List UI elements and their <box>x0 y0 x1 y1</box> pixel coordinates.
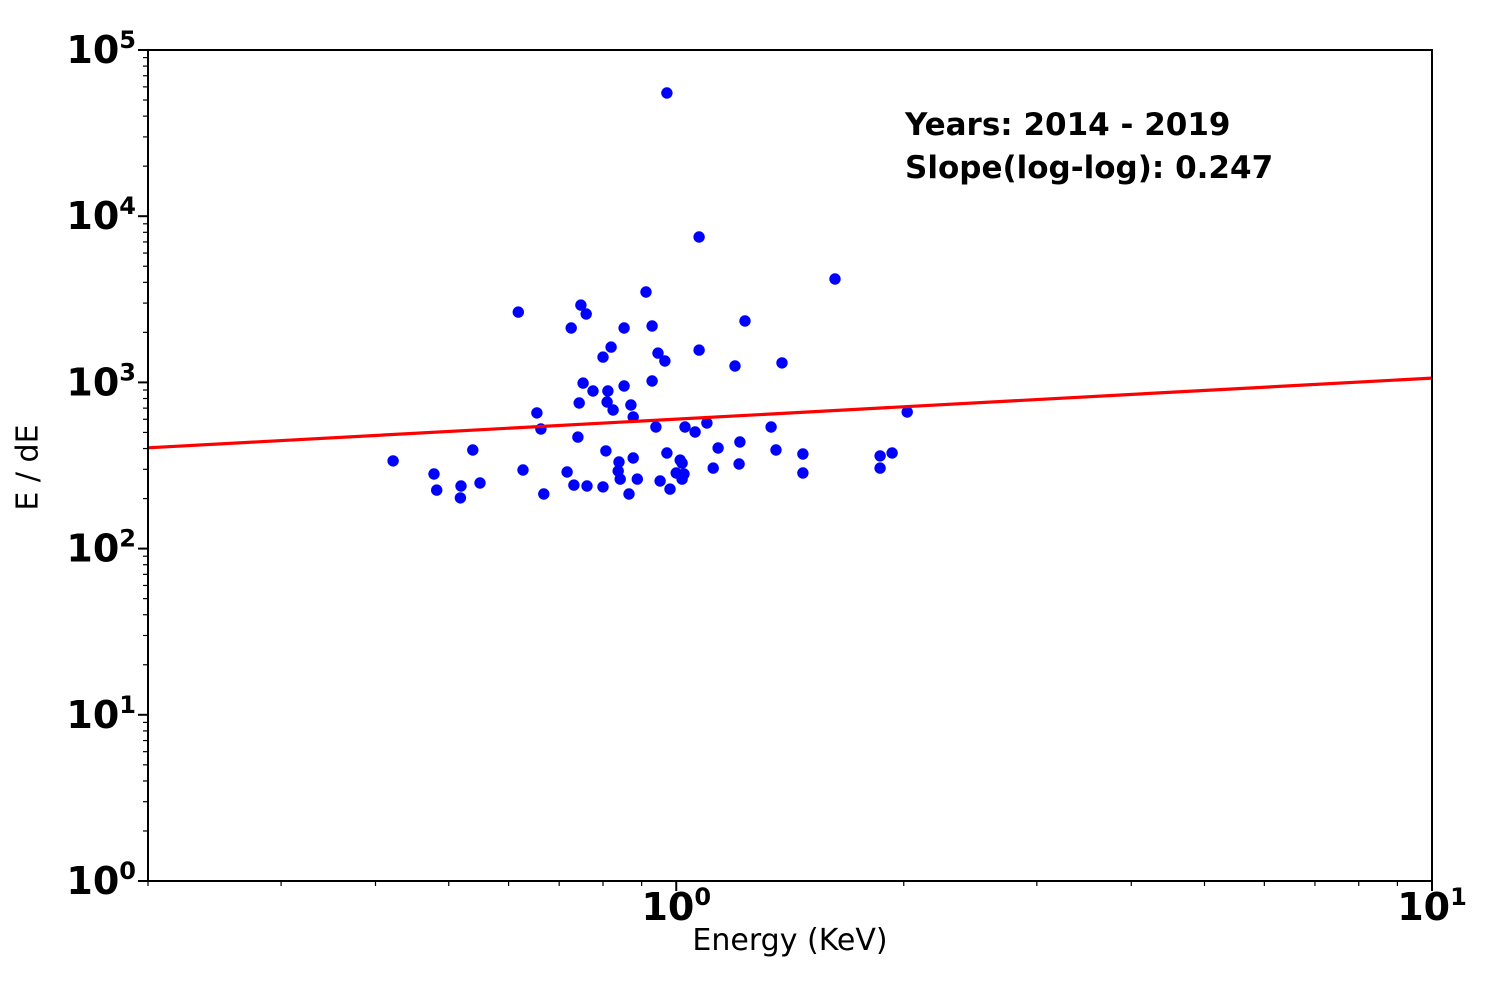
annotation-text: Years: 2014 - 2019 Slope(log-log): 0.247 <box>905 104 1273 190</box>
annotation-slope: Slope(log-log): 0.247 <box>905 150 1274 186</box>
scatter-point <box>573 397 585 409</box>
scatter-point <box>765 421 777 433</box>
scatter-point <box>387 455 399 467</box>
scatter-point <box>600 445 612 457</box>
scatter-point <box>602 385 614 397</box>
scatter-point <box>625 399 637 411</box>
scatter-point <box>565 322 577 334</box>
scatter-point <box>707 462 719 474</box>
scatter-point <box>561 466 573 478</box>
scatter-point <box>431 484 443 496</box>
scatter-point <box>733 458 745 470</box>
scatter-point <box>646 375 658 387</box>
y-axis-label: E / dE <box>10 424 46 511</box>
scatter-point <box>689 426 701 438</box>
scatter-point <box>614 473 626 485</box>
scatter-point <box>601 396 613 408</box>
scatter-point <box>631 473 643 485</box>
scatter-point <box>901 406 913 418</box>
scatter-point <box>652 347 664 359</box>
scatter-point <box>455 480 467 492</box>
scatter-point <box>568 479 580 491</box>
scatter-point <box>597 481 609 493</box>
scatter-point <box>646 320 658 332</box>
scatter-point <box>661 447 673 459</box>
scatter-point <box>605 341 617 353</box>
scatter-point <box>664 483 676 495</box>
fit-line <box>147 376 1433 450</box>
scatter-point <box>474 477 486 489</box>
scatter-point <box>572 431 584 443</box>
scatter-point <box>739 315 751 327</box>
scatter-point <box>577 377 589 389</box>
scatter-point <box>701 417 713 429</box>
scatter-point <box>712 442 724 454</box>
scatter-point <box>693 344 705 356</box>
scatter-point <box>575 299 587 311</box>
scatter-point <box>776 357 788 369</box>
scatter-point <box>587 385 599 397</box>
scatter-point <box>734 436 746 448</box>
scatter-point <box>661 87 673 99</box>
scatter-point <box>627 452 639 464</box>
scatter-point <box>623 488 635 500</box>
scatter-point <box>618 322 630 334</box>
x-axis-label: Energy (KeV) <box>692 923 888 958</box>
scatter-point <box>874 450 886 462</box>
scatter-point <box>797 448 809 460</box>
scatter-point <box>829 273 841 285</box>
scatter-point <box>517 464 529 476</box>
scatter-point <box>531 407 543 419</box>
scatter-point <box>581 480 593 492</box>
regression-line <box>147 376 1433 450</box>
scatter-point <box>538 488 550 500</box>
plot-box-spines <box>147 49 1433 882</box>
annotation-years: Years: 2014 - 2019 <box>905 107 1231 143</box>
scatter-point <box>654 475 666 487</box>
scatter-point <box>607 404 619 416</box>
scatter-point <box>729 360 741 372</box>
scatter-point <box>618 380 630 392</box>
scatter-point <box>676 457 688 469</box>
scatter-point <box>676 473 688 485</box>
y-tick-label: 101 <box>66 691 136 737</box>
scatter-point <box>613 456 625 468</box>
y-tick-label: 105 <box>66 26 136 72</box>
y-tick-label: 102 <box>66 525 136 571</box>
scatter-point <box>580 308 592 320</box>
scatter-point <box>428 468 440 480</box>
scatter-point <box>797 467 809 479</box>
y-tick-label: 100 <box>66 857 136 903</box>
scatter-point <box>597 351 609 363</box>
scatter-point <box>886 447 898 459</box>
scatter-point <box>693 231 705 243</box>
scatter-point <box>640 286 652 298</box>
y-tick-label: 104 <box>66 192 136 238</box>
scatter-point <box>770 444 782 456</box>
y-tick-label: 103 <box>66 358 136 404</box>
scatter-point <box>512 306 524 318</box>
scatter-point <box>650 421 662 433</box>
scatter-point <box>874 462 886 474</box>
scatter-points <box>387 87 913 504</box>
scatter-point <box>679 421 691 433</box>
scatter-point <box>467 444 479 456</box>
scatter-point <box>659 355 671 367</box>
scatter-point <box>454 492 467 504</box>
